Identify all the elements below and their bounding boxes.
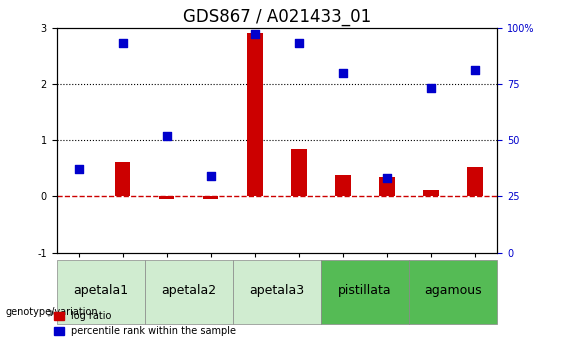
Title: GDS867 / A021433_01: GDS867 / A021433_01 bbox=[182, 8, 371, 26]
Bar bbox=[115, 161, 131, 196]
Text: apetala2: apetala2 bbox=[161, 284, 216, 297]
FancyBboxPatch shape bbox=[409, 260, 497, 324]
Point bbox=[118, 41, 127, 46]
Point bbox=[338, 70, 347, 75]
Bar bbox=[247, 33, 263, 196]
Text: genotype/variation: genotype/variation bbox=[6, 307, 98, 317]
Text: agamous: agamous bbox=[424, 284, 482, 297]
FancyBboxPatch shape bbox=[233, 260, 321, 324]
Bar bbox=[423, 190, 439, 196]
FancyBboxPatch shape bbox=[56, 260, 145, 324]
Text: pistillata: pistillata bbox=[338, 284, 392, 297]
Text: apetala1: apetala1 bbox=[73, 284, 128, 297]
Text: apetala3: apetala3 bbox=[249, 284, 305, 297]
Point bbox=[162, 133, 171, 138]
Point bbox=[250, 32, 259, 37]
Bar bbox=[379, 177, 395, 196]
Point bbox=[294, 41, 303, 46]
FancyBboxPatch shape bbox=[321, 260, 409, 324]
Point bbox=[427, 86, 436, 91]
Point bbox=[206, 173, 215, 178]
Bar bbox=[159, 196, 175, 199]
Bar bbox=[203, 196, 219, 199]
Bar bbox=[467, 167, 483, 196]
Bar bbox=[291, 149, 307, 196]
Point bbox=[383, 175, 392, 181]
FancyBboxPatch shape bbox=[145, 260, 233, 324]
Legend: log ratio, percentile rank within the sample: log ratio, percentile rank within the sa… bbox=[50, 307, 240, 340]
Bar bbox=[335, 175, 351, 196]
Point bbox=[74, 167, 83, 172]
Point bbox=[471, 67, 480, 72]
